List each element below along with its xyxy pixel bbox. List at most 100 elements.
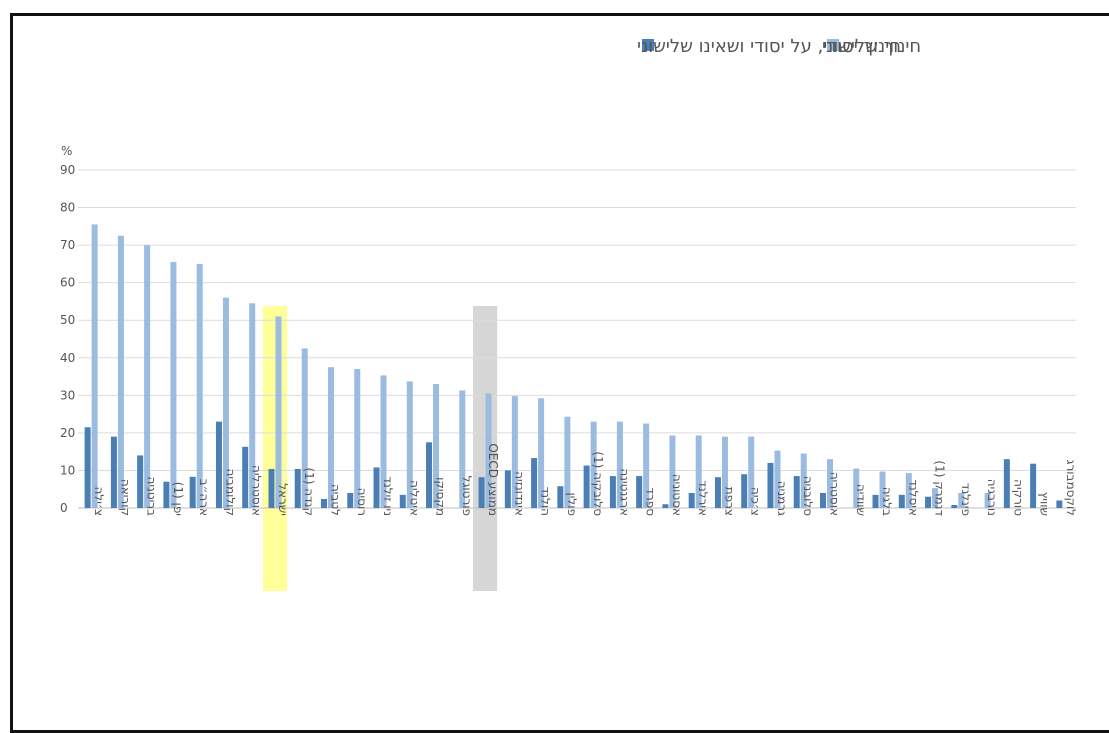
x-category-label: גרמניה — [775, 481, 789, 516]
bar-series-1 — [820, 492, 826, 508]
bar-series-2 — [328, 367, 334, 508]
bar-series-1 — [583, 465, 590, 508]
x-category-label: פולין — [565, 492, 579, 516]
bar-series-1 — [137, 455, 144, 508]
x-category-label: ארה״ב — [197, 479, 211, 516]
bar-series-1 — [636, 476, 643, 508]
bar-series-1 — [347, 492, 354, 508]
x-category-label: בלגיה — [880, 487, 894, 516]
bar-series-1 — [373, 467, 380, 508]
x-category-label: סלובקיה (1) — [591, 451, 605, 516]
bar-series-2 — [249, 303, 256, 508]
bar-series-1 — [714, 477, 721, 508]
bar-series-2 — [669, 435, 676, 508]
x-category-label: אוסטריה — [828, 472, 842, 516]
x-category-label: פינלנד — [959, 483, 973, 516]
y-tick-label: 60 — [60, 276, 75, 290]
bar-series-1 — [163, 481, 170, 508]
bar-series-1 — [872, 494, 879, 508]
bar-series-2 — [932, 488, 939, 508]
bar-series-2 — [117, 235, 124, 508]
bar-series-1 — [662, 504, 669, 508]
bar-series-1 — [688, 492, 695, 508]
x-category-label: איטליה — [407, 480, 421, 516]
legend-swatch-series-1 — [642, 39, 654, 51]
bar-series-1 — [767, 462, 774, 508]
bar-series-1 — [242, 446, 249, 508]
y-tick-label: 0 — [60, 501, 68, 515]
bar-series-1 — [399, 494, 406, 508]
bar-series-2 — [853, 468, 860, 508]
x-category-label: צ׳כיה — [749, 487, 763, 516]
x-category-label: לוקסמבורג — [1064, 460, 1078, 516]
bar-series-1 — [609, 476, 616, 508]
x-category-label: הולנד — [539, 487, 553, 516]
bar-series-2 — [275, 316, 282, 508]
bar-series-2 — [616, 421, 623, 508]
bar-series-2 — [695, 435, 702, 508]
bar-series-2 — [380, 375, 387, 508]
bar-series-1 — [793, 476, 800, 508]
bar-series-1 — [321, 498, 327, 508]
x-category-label: שוודיה — [854, 484, 868, 516]
bar-series-1 — [1030, 463, 1037, 508]
x-category-label: רוסיה — [355, 488, 369, 516]
x-category-label: בריטניה — [145, 476, 159, 516]
x-category-label: צ׳ילה — [92, 487, 106, 516]
bar-series-2 — [406, 381, 413, 508]
bar-series-2 — [827, 459, 833, 508]
x-category-label: קולומביה — [223, 469, 237, 516]
y-tick-label: 30 — [60, 388, 75, 402]
y-tick-label: 20 — [60, 426, 75, 440]
x-category-label: ארגנטינה — [617, 468, 631, 516]
bar-series-2 — [590, 421, 597, 508]
legend-label-series-1: חינוך יסודי, על יסודי ושאינו שלישוני — [637, 36, 901, 57]
unit-label: % — [61, 144, 72, 158]
bar-series-2 — [564, 416, 571, 508]
x-category-label: נורבגיה — [985, 479, 999, 516]
x-category-label: ניו זילנד — [381, 476, 395, 516]
x-category-label: אסטוניה — [670, 474, 684, 516]
x-category-label: אירלנד — [696, 480, 710, 516]
bar-series-1 — [557, 486, 564, 508]
bar-series-2 — [879, 471, 886, 508]
x-category-label: ישראל — [276, 483, 290, 516]
x-category-label: קוריאה — [118, 479, 132, 516]
bar-series-2 — [800, 453, 807, 508]
bar-series-1 — [110, 436, 117, 508]
highlight-band-2 — [472, 306, 498, 591]
bar-series-2 — [301, 348, 308, 508]
bar-series-1 — [951, 504, 958, 508]
x-category-label: ממוצע OECD — [486, 443, 500, 516]
x-category-label: אוסטרליה — [250, 465, 264, 516]
y-tick-label: 10 — [60, 463, 75, 477]
bar-series-1 — [504, 470, 511, 508]
legend-label-series-2: חינוך שלישוני — [822, 36, 921, 57]
bar-chart: חינוך שלישוני חינוך יסודי, על יסודי ושאי… — [60, 36, 1078, 591]
bar-series-1 — [294, 468, 301, 508]
bar-series-2 — [643, 423, 650, 508]
x-category-label: יפן (1) — [171, 482, 185, 516]
legend: חינוך שלישוני חינוך יסודי, על יסודי ושאי… — [637, 36, 921, 57]
bar-series-1 — [426, 442, 433, 508]
x-category-label: ספרד — [644, 487, 658, 516]
bar-series-1 — [898, 494, 905, 508]
bar-series-2 — [721, 436, 728, 508]
bar-series-2 — [748, 436, 755, 508]
y-tick-label: 50 — [60, 313, 75, 327]
bar-series-2 — [433, 384, 440, 508]
bar-series-2 — [984, 492, 991, 508]
bar-series-2 — [538, 398, 545, 508]
x-category-label: אינדונזיה — [512, 471, 526, 516]
x-category-label: קנדה (1) — [302, 467, 316, 516]
bar-series-1 — [189, 476, 196, 508]
bar-series-2 — [958, 492, 965, 508]
y-tick-label: 80 — [60, 201, 75, 215]
bar-series-1 — [1056, 500, 1063, 508]
x-category-label: צרפת — [722, 487, 736, 516]
bar-series-2 — [459, 390, 466, 508]
bar-series-1 — [478, 477, 485, 508]
legend-swatch-series-2 — [827, 39, 839, 51]
bar-series-1 — [925, 496, 932, 508]
bar-series-2 — [354, 369, 361, 508]
